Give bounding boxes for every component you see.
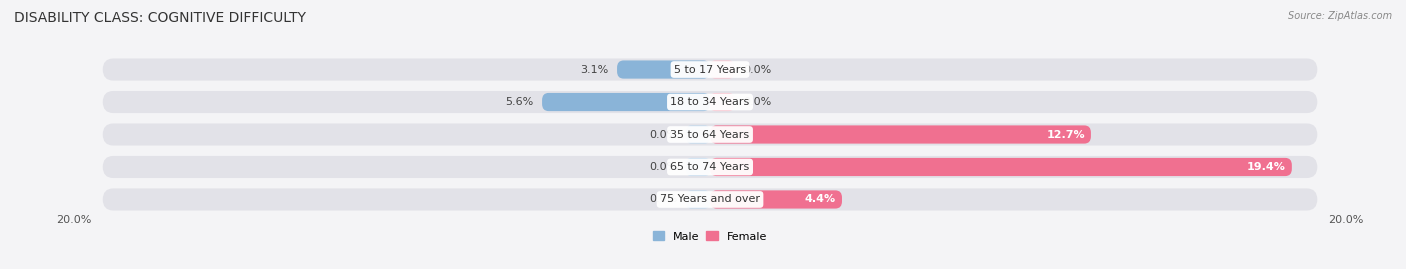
Text: 0.0%: 0.0% [742, 65, 772, 75]
Text: 0.0%: 0.0% [648, 194, 678, 204]
FancyBboxPatch shape [710, 125, 1091, 144]
Text: 0.0%: 0.0% [648, 129, 678, 140]
Text: 20.0%: 20.0% [1329, 215, 1364, 225]
Text: 0.0%: 0.0% [648, 162, 678, 172]
Text: 3.1%: 3.1% [579, 65, 607, 75]
Text: 75 Years and over: 75 Years and over [659, 194, 761, 204]
FancyBboxPatch shape [617, 61, 710, 79]
FancyBboxPatch shape [686, 125, 710, 144]
FancyBboxPatch shape [686, 190, 710, 208]
Text: DISABILITY CLASS: COGNITIVE DIFFICULTY: DISABILITY CLASS: COGNITIVE DIFFICULTY [14, 11, 307, 25]
FancyBboxPatch shape [710, 190, 842, 208]
FancyBboxPatch shape [710, 61, 734, 79]
Text: Source: ZipAtlas.com: Source: ZipAtlas.com [1288, 11, 1392, 21]
Text: 5 to 17 Years: 5 to 17 Years [673, 65, 747, 75]
Text: 35 to 64 Years: 35 to 64 Years [671, 129, 749, 140]
Text: 12.7%: 12.7% [1046, 129, 1085, 140]
Text: 5.6%: 5.6% [505, 97, 533, 107]
FancyBboxPatch shape [103, 58, 1317, 81]
Text: 4.4%: 4.4% [804, 194, 837, 204]
Text: 18 to 34 Years: 18 to 34 Years [671, 97, 749, 107]
FancyBboxPatch shape [103, 156, 1317, 178]
FancyBboxPatch shape [710, 93, 734, 111]
FancyBboxPatch shape [103, 123, 1317, 146]
FancyBboxPatch shape [686, 158, 710, 176]
Text: 0.0%: 0.0% [742, 97, 772, 107]
Text: 19.4%: 19.4% [1247, 162, 1286, 172]
Legend: Male, Female: Male, Female [648, 227, 772, 246]
FancyBboxPatch shape [543, 93, 710, 111]
Text: 65 to 74 Years: 65 to 74 Years [671, 162, 749, 172]
FancyBboxPatch shape [103, 91, 1317, 113]
FancyBboxPatch shape [710, 158, 1292, 176]
FancyBboxPatch shape [103, 188, 1317, 211]
Text: 20.0%: 20.0% [56, 215, 91, 225]
